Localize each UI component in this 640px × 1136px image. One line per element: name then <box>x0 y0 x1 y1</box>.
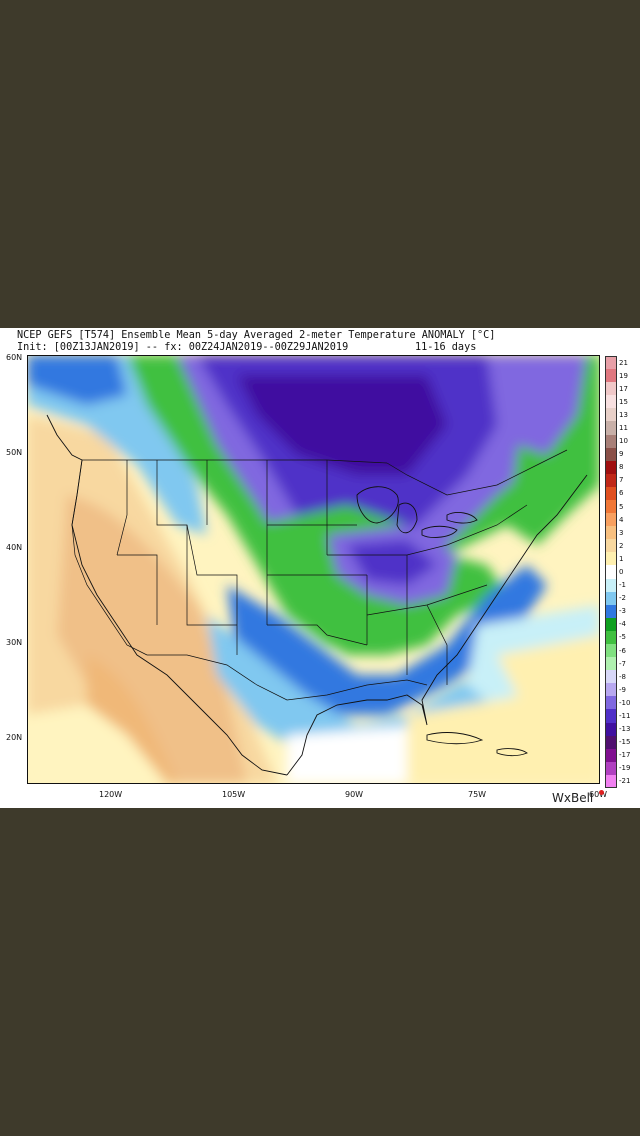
colorbar-label: -13 <box>619 725 631 734</box>
colorbar-label: -3 <box>619 607 626 616</box>
colorbar-swatch <box>605 696 617 710</box>
colorbar-label: 0 <box>619 568 624 576</box>
colorbar-swatch <box>605 473 617 488</box>
colorbar-label: 1 <box>619 554 624 563</box>
colorbar-swatch <box>605 369 617 383</box>
colorbar-label: 4 <box>619 515 624 524</box>
lat-label-40n: 40N <box>6 543 23 552</box>
anomaly-map <box>27 355 600 784</box>
lon-label-120w: 120W <box>99 790 123 799</box>
wxbell-logo: WxBell <box>552 791 594 805</box>
colorbar-swatch <box>605 447 617 462</box>
colorbar-swatch <box>605 683 617 697</box>
colorbar-swatch <box>605 748 617 763</box>
coastlines <box>46 414 588 776</box>
lat-label-60n: 60N <box>6 353 23 362</box>
colorbar-swatch <box>605 356 617 370</box>
colorbar-swatch <box>605 722 617 737</box>
colorbar <box>605 356 617 789</box>
colorbar-swatch <box>605 382 617 396</box>
colorbar-swatch <box>605 617 617 632</box>
lon-label-60w: 60W <box>589 790 608 799</box>
lon-label-75w: 75W <box>468 790 487 799</box>
colorbar-swatch <box>605 761 617 776</box>
colorbar-swatch <box>605 644 617 658</box>
colorbar-label: 6 <box>619 489 624 498</box>
colorbar-swatch <box>605 486 617 501</box>
lat-label-20n: 20N <box>6 733 23 742</box>
colorbar-swatch <box>605 578 617 593</box>
colorbar-label: -9 <box>619 685 626 694</box>
colorbar-swatch <box>605 395 617 409</box>
colorbar-label: -11 <box>619 712 631 720</box>
colorbar-swatch <box>605 434 617 449</box>
colorbar-label: 15 <box>619 397 628 406</box>
colorbar-swatch <box>605 735 617 750</box>
lon-label-90w: 90W <box>345 790 364 799</box>
colorbar-swatch <box>605 408 617 422</box>
colorbar-swatch <box>605 604 617 619</box>
colorbar-swatch <box>605 709 617 724</box>
colorbar-label: 5 <box>619 502 624 511</box>
colorbar-label: -21 <box>619 777 631 786</box>
colorbar-label: 3 <box>619 528 624 537</box>
init-forecast-line: Init: [00Z13JAN2019] -- fx: 00Z24JAN2019… <box>17 342 349 353</box>
colorbar-swatch <box>605 500 617 514</box>
colorbar-label: 21 <box>619 358 628 367</box>
lat-label-50n: 50N <box>6 448 23 457</box>
colorbar-label: -17 <box>619 751 631 760</box>
colorbar-swatch <box>605 670 617 684</box>
colorbar-frame <box>605 356 617 788</box>
colorbar-label: 8 <box>619 463 624 472</box>
logo-dot-icon <box>599 790 604 795</box>
colorbar-label: -1 <box>619 581 626 590</box>
colorbar-swatch <box>605 657 617 671</box>
colorbar-label: -2 <box>619 594 626 603</box>
colorbar-swatch <box>605 630 617 645</box>
colorbar-label: 10 <box>619 437 628 446</box>
weather-map-figure: NCEP GEFS [T574] Ensemble Mean 5-day Ave… <box>0 328 640 808</box>
colorbar-swatch <box>605 526 617 540</box>
colorbar-swatch <box>605 460 617 475</box>
colorbar-label: 2 <box>619 541 624 550</box>
colorbar-label: -10 <box>619 698 631 707</box>
colorbar-label: 13 <box>619 410 628 419</box>
colorbar-label: -8 <box>619 672 626 681</box>
colorbar-label: 7 <box>619 476 624 485</box>
map-title: NCEP GEFS [T574] Ensemble Mean 5-day Ave… <box>17 330 496 341</box>
colorbar-label: 11 <box>619 424 628 432</box>
colorbar-label: -6 <box>619 646 626 655</box>
lon-label-105w: 105W <box>222 790 246 799</box>
colorbar-swatch <box>605 421 617 436</box>
colorbar-swatch <box>605 565 617 580</box>
colorbar-swatch <box>605 591 617 606</box>
colorbar-swatch <box>605 552 617 566</box>
colorbar-label: -4 <box>619 620 626 629</box>
colorbar-label: 9 <box>619 450 624 459</box>
colorbar-label: 17 <box>619 384 628 393</box>
colorbar-label: 19 <box>619 371 628 380</box>
colorbar-swatch <box>605 539 617 553</box>
colorbar-swatch <box>605 513 617 527</box>
colorbar-label: -19 <box>619 764 631 773</box>
forecast-range: 11-16 days <box>415 342 477 353</box>
colorbar-label: -7 <box>619 659 626 668</box>
colorbar-label: -15 <box>619 738 631 747</box>
lat-label-30n: 30N <box>6 638 23 647</box>
colorbar-label: -5 <box>619 633 626 642</box>
colorbar-swatch <box>605 774 617 789</box>
